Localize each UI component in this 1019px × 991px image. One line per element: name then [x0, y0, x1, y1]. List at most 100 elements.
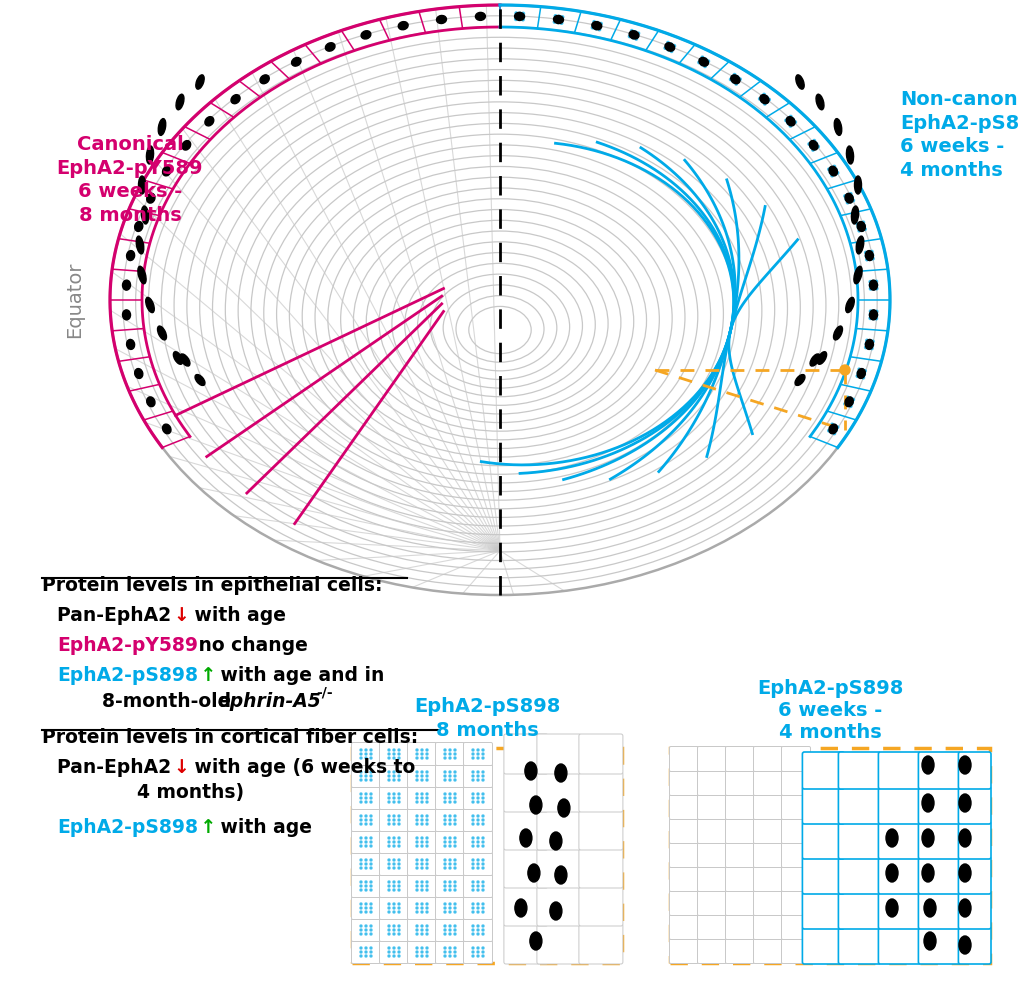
Circle shape: [481, 749, 484, 751]
Circle shape: [392, 903, 394, 905]
Circle shape: [472, 867, 474, 869]
Circle shape: [784, 119, 787, 122]
Ellipse shape: [864, 251, 872, 261]
Circle shape: [453, 757, 455, 759]
Circle shape: [453, 903, 455, 905]
Circle shape: [453, 929, 455, 932]
Circle shape: [834, 168, 837, 171]
Circle shape: [472, 753, 474, 755]
Text: ↑: ↑: [194, 666, 216, 685]
Circle shape: [453, 771, 455, 773]
Ellipse shape: [147, 396, 155, 406]
Ellipse shape: [923, 899, 935, 917]
Circle shape: [416, 933, 418, 936]
Circle shape: [481, 929, 484, 932]
Circle shape: [416, 757, 418, 759]
Circle shape: [392, 837, 394, 839]
Circle shape: [392, 911, 394, 913]
FancyBboxPatch shape: [463, 787, 492, 810]
Ellipse shape: [786, 117, 794, 126]
Circle shape: [481, 951, 484, 953]
Circle shape: [387, 933, 389, 936]
Circle shape: [816, 146, 818, 148]
Circle shape: [481, 925, 484, 928]
FancyBboxPatch shape: [352, 809, 380, 831]
FancyBboxPatch shape: [536, 772, 581, 812]
FancyBboxPatch shape: [725, 746, 754, 772]
Circle shape: [472, 775, 474, 777]
Circle shape: [426, 946, 428, 949]
FancyBboxPatch shape: [503, 810, 547, 850]
Circle shape: [365, 801, 367, 803]
Text: ↓: ↓: [173, 758, 189, 777]
Ellipse shape: [958, 756, 970, 774]
Circle shape: [443, 845, 445, 847]
Ellipse shape: [844, 193, 853, 203]
FancyBboxPatch shape: [917, 822, 960, 859]
FancyBboxPatch shape: [408, 919, 436, 941]
Circle shape: [397, 863, 399, 865]
Circle shape: [426, 801, 428, 803]
Circle shape: [397, 757, 399, 759]
Circle shape: [598, 26, 601, 28]
FancyBboxPatch shape: [668, 938, 698, 963]
Ellipse shape: [845, 297, 854, 312]
Circle shape: [448, 863, 450, 865]
Circle shape: [397, 911, 399, 913]
Circle shape: [370, 903, 372, 905]
Circle shape: [387, 881, 389, 883]
Circle shape: [453, 859, 455, 861]
Ellipse shape: [137, 236, 144, 254]
FancyBboxPatch shape: [379, 764, 408, 788]
Circle shape: [365, 929, 367, 932]
Circle shape: [448, 815, 450, 818]
Circle shape: [481, 859, 484, 861]
Circle shape: [370, 779, 372, 781]
Circle shape: [453, 837, 455, 839]
FancyBboxPatch shape: [781, 866, 810, 892]
FancyBboxPatch shape: [503, 848, 547, 888]
Circle shape: [392, 885, 394, 887]
Circle shape: [472, 749, 474, 751]
Circle shape: [421, 749, 423, 751]
Circle shape: [767, 98, 769, 101]
Circle shape: [448, 801, 450, 803]
FancyBboxPatch shape: [838, 822, 879, 859]
Circle shape: [426, 749, 428, 751]
Ellipse shape: [147, 193, 155, 203]
Circle shape: [448, 841, 450, 843]
Circle shape: [666, 49, 669, 51]
FancyBboxPatch shape: [379, 897, 408, 920]
Circle shape: [421, 801, 423, 803]
Circle shape: [844, 399, 847, 402]
Circle shape: [392, 749, 394, 751]
Circle shape: [863, 370, 865, 373]
Circle shape: [453, 815, 455, 818]
Circle shape: [874, 280, 876, 282]
Circle shape: [846, 403, 849, 406]
Text: with age: with age: [214, 818, 312, 837]
Ellipse shape: [921, 864, 933, 882]
Circle shape: [387, 925, 389, 928]
FancyBboxPatch shape: [408, 787, 436, 810]
Ellipse shape: [809, 354, 819, 366]
Circle shape: [392, 889, 394, 891]
Circle shape: [397, 867, 399, 869]
Circle shape: [736, 80, 739, 83]
FancyBboxPatch shape: [463, 940, 492, 963]
Circle shape: [416, 841, 418, 843]
Ellipse shape: [528, 864, 539, 882]
FancyBboxPatch shape: [958, 892, 990, 929]
Circle shape: [387, 859, 389, 861]
FancyBboxPatch shape: [408, 764, 436, 788]
Circle shape: [864, 346, 866, 349]
FancyBboxPatch shape: [352, 787, 380, 810]
Circle shape: [370, 797, 372, 799]
Circle shape: [360, 933, 362, 936]
Circle shape: [448, 925, 450, 928]
FancyBboxPatch shape: [917, 927, 960, 964]
Circle shape: [552, 21, 555, 23]
FancyBboxPatch shape: [435, 787, 464, 810]
Circle shape: [809, 146, 812, 149]
Ellipse shape: [855, 236, 863, 254]
